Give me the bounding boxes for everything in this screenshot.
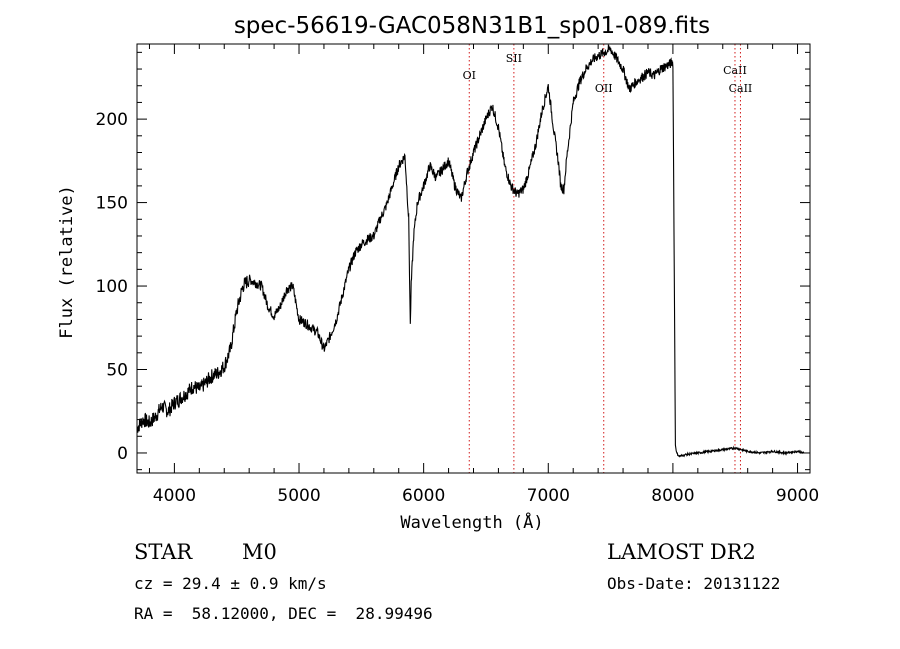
redshift-value: cz = 29.4 ± 0.9 km/s	[134, 574, 327, 593]
y-tick-label: 0	[117, 444, 128, 464]
x-tick-label: 8000	[651, 486, 694, 506]
object-class: STAR	[134, 540, 193, 564]
object-subclass: M0	[242, 540, 277, 564]
chart-title: spec-56619-GAC058N31B1_sp01-089.fits	[234, 13, 710, 39]
x-axis-label: Wavelength (Å)	[400, 511, 543, 533]
coordinates: RA = 58.12000, DEC = 28.99496	[134, 604, 433, 623]
y-tick-label: 100	[96, 277, 128, 297]
plot-area: 4000 5000 6000 7000 8000 9000 0 50 100 150 200 CaII…	[96, 44, 819, 506]
y-tick-label: 50	[106, 361, 128, 381]
x-tick-label: 4000	[153, 486, 196, 506]
line-marker-label: SII	[506, 52, 522, 65]
x-tick-label: 6000	[402, 486, 445, 506]
x-tick-label: 9000	[776, 486, 819, 506]
x-tick-label: 5000	[277, 486, 320, 506]
obs-date: Obs-Date: 20131122	[607, 574, 781, 593]
y-tick-label: 150	[96, 194, 128, 214]
x-tick-label: 7000	[527, 486, 570, 506]
line-marker-label: OI	[463, 69, 476, 82]
spectrum-line	[137, 44, 805, 458]
y-tick-label: 200	[96, 110, 128, 130]
survey-label: LAMOST DR2	[607, 540, 756, 564]
y-axis-label: Flux (relative)	[57, 185, 77, 339]
line-marker-label: CaII	[729, 82, 753, 95]
line-marker-label: CaII	[723, 64, 747, 77]
plot-frame	[136, 43, 811, 474]
line-marker-label: OII	[595, 82, 613, 95]
